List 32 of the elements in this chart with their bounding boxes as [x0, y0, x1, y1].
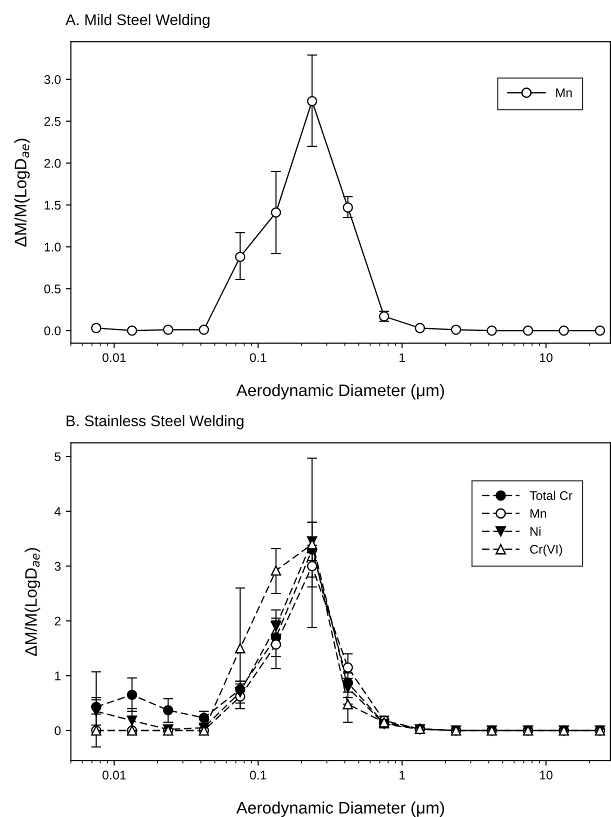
x-axis-title: Aerodynamic Diameter (μm) [236, 801, 444, 817]
legend-label: Cr(VI) [530, 544, 562, 556]
y-tick-label: 2.5 [44, 117, 61, 126]
y-tick-label: 5 [54, 452, 61, 462]
legend-label: Total Cr [530, 490, 572, 500]
legend-label: Mn [530, 509, 546, 518]
x-tick-label: 10 [540, 353, 552, 362]
x-tick-label: 0.1 [250, 353, 266, 362]
x-tick-label: 0.01 [102, 770, 126, 780]
legend-label: Ni [530, 526, 540, 536]
x-tick-label: 10 [540, 770, 552, 780]
y-tick-label: 1.5 [44, 200, 61, 210]
y-tick-label: 2 [54, 616, 61, 626]
y-tick-label: 3.0 [44, 75, 61, 84]
y-tick-label: 0.0 [44, 326, 61, 336]
chart-title: B. Stainless Steel Welding [66, 415, 244, 430]
chart-title: A. Mild Steel Welding [66, 14, 210, 28]
x-tick-label: 0.01 [102, 353, 126, 362]
y-tick-label: 1 [55, 672, 61, 680]
y-tick-label: 1.0 [44, 242, 61, 252]
legend-label: Mn [556, 88, 572, 98]
x-tick-label: 1 [400, 770, 405, 780]
y-tick-label: 0.5 [44, 284, 61, 294]
y-axis-title: ΔM/M(LogD$_{ae}$) [14, 138, 30, 247]
y-tick-label: 2.0 [44, 158, 61, 168]
y-tick-label: 4 [54, 507, 61, 516]
y-tick-label: 3 [54, 562, 61, 571]
x-tick-label: 0.1 [250, 770, 266, 780]
y-tick-label: 0 [54, 726, 61, 736]
x-tick-label: 1 [400, 353, 405, 362]
x-axis-title: Aerodynamic Diameter (μm) [236, 384, 444, 400]
y-axis-title: ΔM/M(LogD$_{ae}$) [24, 548, 40, 656]
